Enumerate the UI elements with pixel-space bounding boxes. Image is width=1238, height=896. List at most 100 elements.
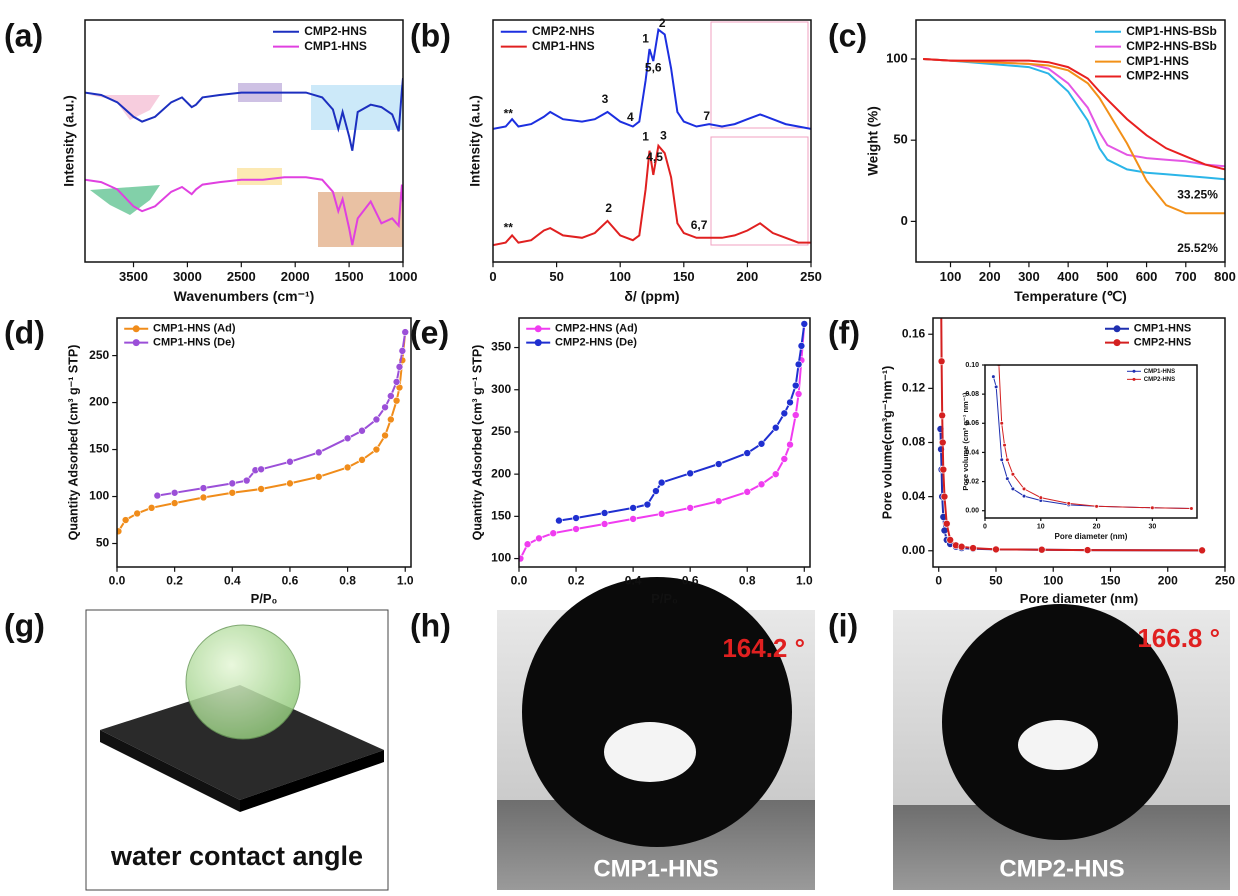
highlight [90,185,160,215]
y-tick-label: 200 [89,395,109,409]
marker [939,412,946,419]
legend-label: CMP2-HNS (De) [555,337,637,349]
inset-box [711,137,808,245]
x-tick-label: 0.2 [166,574,183,588]
marker [1067,502,1071,506]
marker [781,410,788,417]
inset-box [711,22,808,128]
annotation: ** [504,107,514,121]
marker [792,382,799,389]
y-tick-label: 0.08 [902,435,926,449]
y-tick-label: 150 [89,442,109,456]
x-tick-label: 1.0 [397,574,414,588]
legend-label: CMP1-HNS [1144,369,1175,375]
caption: CMP2-HNS [999,855,1124,882]
panel-label: (g) [4,607,45,643]
x-tick-label: 3000 [173,269,202,284]
plot-frame [519,318,810,567]
marker [744,488,751,495]
marker [781,455,788,462]
legend-label: CMP2-HNS [304,24,367,38]
y-tick-label: 100 [886,50,908,65]
annotation: 25.52% [1177,241,1218,255]
panel-label: (a) [4,17,43,53]
x-tick-label: 250 [800,269,822,284]
x-tick-label: 0 [489,269,496,284]
marker [555,517,562,524]
marker [758,440,765,447]
legend-label: CMP1-HNS-BSb [1126,24,1217,38]
marker [115,528,122,535]
y-axis-title: Pore volume (cm³ g⁻¹ nm⁻¹) [961,392,970,491]
panel: 100200300400500600700800050100Temperatur… [828,17,1236,303]
marker [387,416,394,423]
x-tick-label: 0.4 [224,574,241,588]
y-tick-label: 0.16 [902,326,926,340]
x-axis-title: Temperature (℃) [1014,288,1127,304]
marker [795,361,802,368]
marker [1038,546,1045,553]
caption: CMP1-HNS [593,855,718,882]
marker [134,510,141,517]
marker [344,435,351,442]
legend-label: CMP2-HNS [1134,337,1191,349]
marker [399,347,406,354]
marker [758,481,765,488]
legend-marker [1133,378,1136,381]
marker [630,515,637,522]
marker [359,456,366,463]
x-tick-label: 250 [1215,574,1235,588]
marker [798,342,805,349]
y-axis-title: Quantity Adsorbed (cm³ g⁻¹ STP) [470,345,484,541]
marker [992,546,999,553]
y-axis-title: Intensity (a.u.) [62,95,77,187]
annotation: 1 [642,130,649,144]
marker [787,441,794,448]
y-tick-label: 200 [491,466,511,480]
marker [1084,547,1091,554]
marker [373,416,380,423]
y-tick-label: 50 [893,132,907,147]
y-axis-title: Intensity (a.u.) [468,95,483,187]
marker [382,404,389,411]
marker [1006,458,1010,462]
x-tick-label: 20 [1093,523,1101,530]
x-tick-label: 200 [1158,574,1178,588]
marker [243,477,250,484]
marker [687,504,694,511]
y-tick-label: 150 [491,509,511,523]
marker [601,509,608,516]
x-axis-title: P/P₀ [251,591,278,606]
x-tick-label: 100 [609,269,631,284]
marker [939,439,946,446]
marker [1011,472,1015,476]
marker [795,390,802,397]
marker [772,471,779,478]
x-tick-label: 1500 [335,269,364,284]
marker [687,470,694,477]
highlight [1018,720,1098,770]
marker [970,545,977,552]
x-axis-title: Wavenumbers (cm⁻¹) [174,288,315,304]
marker [941,493,948,500]
y-tick-label: 100 [491,551,511,565]
y-tick-label: 0.12 [902,381,926,395]
marker [1022,487,1026,491]
annotation: ** [504,220,514,234]
x-tick-label: 150 [673,269,695,284]
marker [373,446,380,453]
marker [1003,443,1007,447]
marker [992,375,996,379]
marker [524,541,531,548]
marker [344,464,351,471]
marker [1039,496,1043,500]
marker [171,500,178,507]
marker [122,517,129,524]
series-line [157,332,405,496]
marker [1011,487,1015,491]
x-tick-label: 10 [1037,523,1045,530]
x-tick-label: 2500 [227,269,256,284]
x-tick-label: 50 [989,574,1003,588]
